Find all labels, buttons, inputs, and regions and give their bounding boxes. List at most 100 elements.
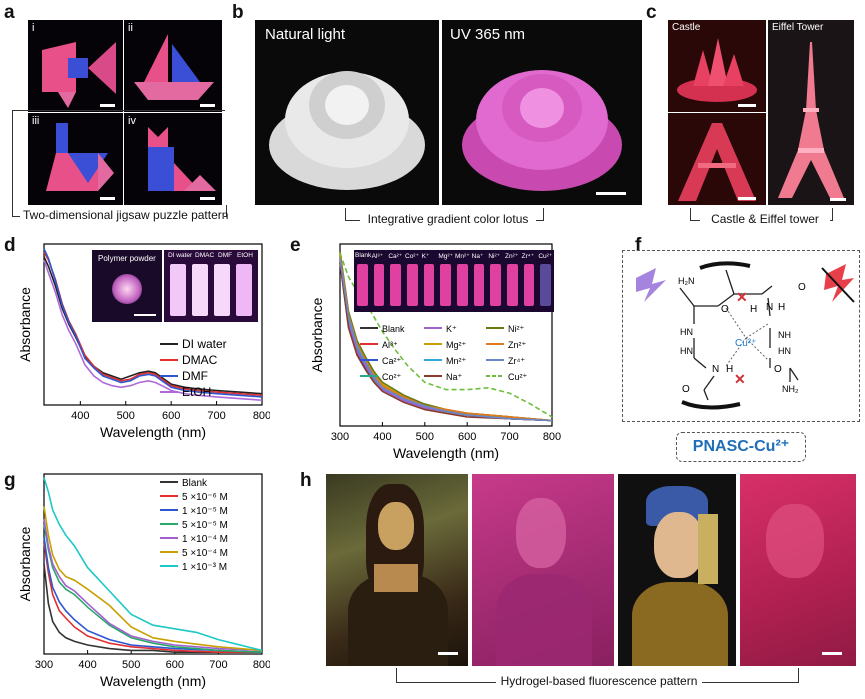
photo-title-uv: UV 365 nm — [450, 26, 526, 43]
photo-title-natural: Natural light — [265, 26, 346, 43]
portrait-jacket — [632, 582, 728, 666]
lotus-white-shape — [269, 71, 425, 190]
plot-frame — [43, 243, 263, 406]
x-tick-label: 700 — [207, 410, 225, 422]
x-tick-label: 300 — [331, 431, 349, 443]
puzzle-boat-photo: ii — [124, 20, 222, 112]
ion-vials-photo: Blank Al³⁺ Ca²⁺ Co²⁺ K⁺ Mg²⁺ Mn²⁺ Na⁺ Ni²⁺ Zn²⁺ Zr… — [354, 250, 554, 312]
x-tick-label: 700 — [209, 659, 227, 671]
pearl-earring-hydrogel — [740, 474, 856, 666]
caption-h: Hydrogel-based fluorescence pattern — [496, 674, 702, 688]
tower-detail-photo — [668, 113, 766, 205]
series-line — [43, 256, 263, 395]
blocked-mark-icon: ✕ — [734, 371, 746, 387]
ion-vial — [390, 264, 401, 306]
atom-label: H₂N — [678, 276, 695, 286]
scale-bar — [100, 197, 115, 200]
x-tick-label: 700 — [500, 431, 518, 443]
atom-label: N — [766, 302, 773, 313]
ion-vial — [540, 264, 551, 306]
structure-box — [622, 250, 860, 422]
x-axis-label: Wavelength (nm) — [100, 673, 206, 689]
legend-label: Zr⁴⁺ — [508, 356, 525, 366]
scale-bar — [134, 314, 156, 316]
series-line — [43, 477, 263, 652]
atom-label: NH — [778, 330, 791, 340]
portrait-chest — [374, 564, 418, 592]
panel-a-label: a — [4, 2, 15, 23]
atom-label: O — [721, 304, 729, 315]
photo-title-eiffel: Eiffel Tower — [772, 22, 824, 33]
tower-detail-shape — [678, 123, 756, 201]
inset-title-dmf: DMF — [218, 252, 233, 259]
castle-shape — [677, 38, 757, 102]
legend-label: Co²⁺ — [382, 372, 402, 382]
ion-vial — [407, 264, 418, 306]
ion-vial-label: Ca²⁺ — [388, 253, 403, 260]
legend-label: 1 ×10⁻⁵ M — [182, 506, 228, 517]
x-axis-label: Wavelength (nm) — [393, 445, 499, 461]
ion-vial-label: Zr⁴⁺ — [521, 253, 535, 260]
x-tick-label: 500 — [416, 431, 434, 443]
legend-label: 1 ×10⁻³ M — [182, 562, 227, 573]
ion-vial — [423, 264, 435, 306]
legend-label: Cu²⁺ — [508, 372, 528, 382]
atom-label: H — [778, 302, 785, 313]
plot-frame — [339, 243, 553, 427]
copper-ion-label: Cu²⁺ — [735, 338, 756, 349]
polymer-chain — [699, 261, 751, 270]
castle-photo: Castle — [668, 20, 766, 112]
ion-vial — [457, 264, 468, 306]
legend-label: 1 ×10⁻⁴ M — [182, 534, 228, 545]
x-tick-label: 600 — [166, 659, 184, 671]
caption-c: Castle & Eiffel tower — [700, 212, 830, 226]
atom-label: H — [750, 304, 757, 315]
series-line — [339, 258, 553, 422]
ion-vial — [523, 264, 535, 306]
atom-label: NH₂ — [782, 384, 799, 394]
scale-bar — [596, 192, 626, 195]
y-axis-label: Absorbance — [17, 526, 33, 601]
x-tick-label: 800 — [253, 410, 270, 422]
legend-label: DMAC — [182, 353, 218, 367]
series-line — [43, 259, 263, 401]
ion-vial-label: Co²⁺ — [405, 253, 419, 260]
legend-label: 5 ×10⁻⁵ M — [182, 520, 228, 531]
ion-vial-label: Ni²⁺ — [488, 253, 501, 260]
series-line — [43, 248, 263, 398]
x-tick-label: 400 — [373, 431, 391, 443]
blocked-mark-icon: ✕ — [736, 289, 748, 305]
legend-label: Blank — [382, 324, 405, 334]
ion-vial — [357, 264, 368, 306]
sublabel-iii: iii — [32, 115, 40, 127]
legend-label: Mn²⁺ — [446, 356, 466, 366]
x-tick-label: 500 — [122, 659, 140, 671]
polymer-powder-photo: Polymer powder — [92, 250, 162, 322]
portrait-cloth — [698, 514, 718, 584]
scale-bar — [738, 197, 756, 200]
scale-bar — [822, 652, 842, 655]
sublabel-iv: iv — [128, 115, 136, 127]
portrait-face — [654, 512, 704, 578]
pnasc-cu-structure: H₂N O H Cu²⁺ HN HN N H O N H O NH NH₂ O … — [636, 261, 855, 410]
ion-vial-label: Cu²⁺ — [538, 253, 553, 260]
lightning-off-icon — [824, 264, 854, 302]
legend-label: Ni²⁺ — [508, 324, 524, 334]
legend-label: Na⁺ — [446, 372, 463, 382]
series-line — [43, 506, 263, 652]
legend-label: Zn²⁺ — [508, 340, 527, 350]
ion-vial-label: Al³⁺ — [371, 253, 384, 260]
panel-d-label: d — [4, 235, 16, 256]
legend-label: 5 ×10⁻⁴ M — [182, 548, 228, 559]
atom-label: O — [774, 364, 782, 375]
lotus-natural-photo: Natural light — [255, 20, 439, 205]
panel-b-label: b — [232, 2, 244, 23]
inset-title-water: DI water — [168, 252, 193, 259]
polymer-chain — [681, 400, 741, 410]
sublabel-i: i — [32, 22, 35, 34]
legend-label: EtOH — [182, 385, 211, 399]
photo-title-castle: Castle — [672, 22, 701, 33]
legend-label: DI water — [182, 337, 227, 351]
inset-title-dmac: DMAC — [195, 252, 215, 259]
ion-vial — [507, 264, 518, 306]
